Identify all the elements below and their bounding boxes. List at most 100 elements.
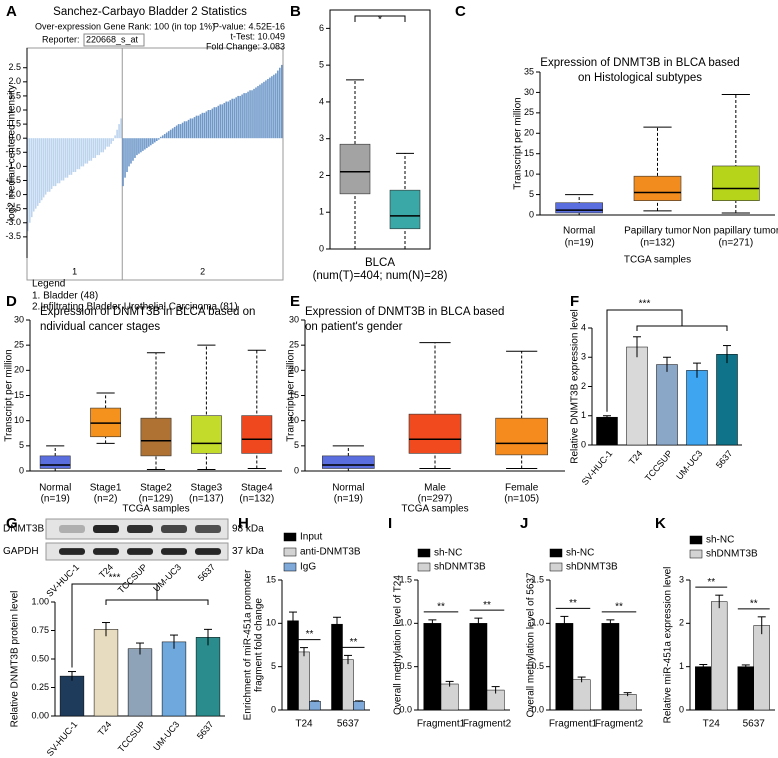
y-tick-label: 1.5 xyxy=(531,574,544,584)
x-tick-label: SV-HUC-1 xyxy=(45,719,80,758)
x-tick-label: T24 xyxy=(295,719,313,730)
x-tick-label: Normal xyxy=(563,226,595,237)
n-label: (n=132) xyxy=(239,494,274,505)
x-tick-label: Fragment1 xyxy=(417,719,466,730)
y-tick-label: 0.75 xyxy=(31,625,49,635)
significance: ** xyxy=(483,600,491,611)
bar xyxy=(106,138,108,147)
y-tick-label: 0.5 xyxy=(531,661,544,671)
x-tick-label: SV-HUC-1 xyxy=(580,448,615,487)
lane-label: TCCSUP xyxy=(116,562,149,595)
bar xyxy=(753,625,770,711)
x-tick-label: Fragment1 xyxy=(549,719,598,730)
bar xyxy=(112,138,114,142)
blot-row-label: GAPDH xyxy=(3,546,39,557)
legend-swatch xyxy=(283,562,297,572)
bar xyxy=(225,101,228,139)
bar xyxy=(175,125,178,139)
legend-label: anti-DNMT3B xyxy=(300,547,361,558)
bar xyxy=(223,102,226,139)
bar xyxy=(201,112,204,139)
bar xyxy=(130,138,132,164)
bar xyxy=(555,623,574,711)
y-tick-label: 0.5 xyxy=(8,118,21,128)
box xyxy=(495,417,548,456)
y-tick-label: 5 xyxy=(294,440,299,450)
x-axis-label: BLCA xyxy=(365,257,395,269)
x-tick-label: Fragment2 xyxy=(595,719,644,730)
bar xyxy=(277,70,279,139)
bar xyxy=(695,666,712,711)
bar xyxy=(116,129,118,139)
y-tick-label: 0.0 xyxy=(8,133,21,143)
blot-row-label: DNMT3B xyxy=(3,524,44,535)
box xyxy=(322,455,375,469)
panel-letter: D xyxy=(6,293,17,310)
bar xyxy=(27,138,29,232)
bar xyxy=(28,138,31,223)
gene-rank: Over-expression Gene Rank: 100 (in top 1… xyxy=(35,21,215,31)
bar xyxy=(142,138,144,151)
bar xyxy=(50,138,53,189)
y-tick-label: 2.5 xyxy=(8,62,21,72)
bar xyxy=(596,416,618,446)
bar xyxy=(331,623,343,711)
y-tick-label: 10 xyxy=(289,415,299,425)
bar xyxy=(227,101,230,139)
x-tick-label: Stage4 xyxy=(241,483,273,494)
box xyxy=(712,165,760,202)
ylabel: Overall methylation level of T24 xyxy=(393,575,404,715)
box xyxy=(339,143,371,195)
bar xyxy=(72,138,75,173)
bar xyxy=(126,138,128,173)
bar xyxy=(737,666,754,711)
y-tick-label: 0.0 xyxy=(531,704,544,714)
blot-size-label: 37 kDa xyxy=(232,546,264,557)
ylabel: log2 median-centered intensity xyxy=(7,85,18,221)
y-tick-label: 0.00 xyxy=(31,710,49,720)
significance: ** xyxy=(437,602,445,613)
bar xyxy=(30,138,33,218)
bar xyxy=(269,77,271,139)
y-tick-label: 20 xyxy=(14,365,24,375)
y-tick-label: 2 xyxy=(679,618,684,628)
panel-letter: K xyxy=(655,515,666,532)
bar xyxy=(195,115,198,139)
y-tick-label: 1 xyxy=(581,410,586,420)
bar xyxy=(122,138,124,187)
x-tick-label: 5637 xyxy=(195,719,216,741)
significance: ** xyxy=(569,598,577,609)
y-tick-label: 15 xyxy=(289,390,299,400)
bar xyxy=(74,138,77,173)
blot-band xyxy=(93,548,119,555)
bar xyxy=(686,370,708,446)
y-tick-label: 0 xyxy=(679,704,684,714)
y-tick-label: 2.0 xyxy=(8,76,21,86)
panel-letter: E xyxy=(290,293,300,310)
y-tick-label: -2.0 xyxy=(5,189,21,199)
bar xyxy=(167,131,170,139)
bar xyxy=(237,95,239,139)
bar xyxy=(68,138,71,175)
bar xyxy=(110,138,112,144)
significance: ** xyxy=(306,629,314,640)
bar xyxy=(60,138,63,181)
bar xyxy=(155,138,158,142)
bar xyxy=(78,138,81,170)
y-tick-label: 30 xyxy=(289,314,299,324)
t-test: t-Test: 10.049 xyxy=(230,31,285,41)
legend-swatch xyxy=(283,532,297,542)
x-tick-label: Non papillary tumor xyxy=(692,226,778,237)
bar xyxy=(181,122,184,139)
bar xyxy=(98,138,101,156)
y-tick-label: 0.5 xyxy=(399,661,412,671)
bar xyxy=(215,107,218,139)
fold-change: Fold Change: 3.083 xyxy=(206,41,285,51)
blot-size-label: 98 kDa xyxy=(232,524,264,535)
y-tick-label: 15 xyxy=(524,148,534,158)
bar xyxy=(177,124,180,139)
y-tick-label: 10 xyxy=(524,169,534,179)
bar xyxy=(183,121,186,139)
n-label: (n=19) xyxy=(334,494,363,505)
